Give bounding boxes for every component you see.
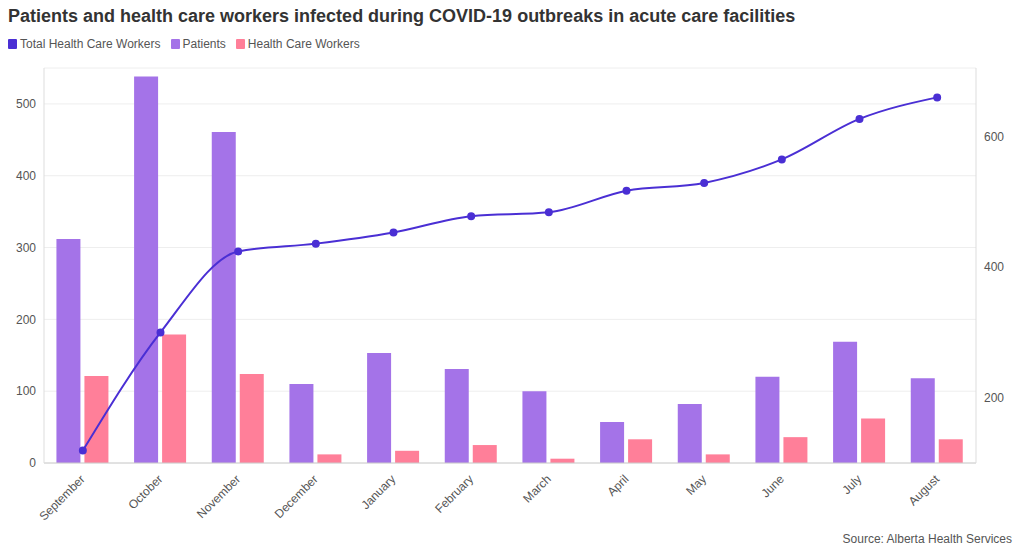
svg-text:June: June <box>758 472 787 501</box>
svg-text:April: April <box>605 472 632 499</box>
svg-text:December: December <box>272 472 321 521</box>
svg-text:100: 100 <box>16 384 36 398</box>
svg-text:September: September <box>36 472 87 523</box>
svg-text:February: February <box>432 472 476 516</box>
svg-text:May: May <box>683 472 709 498</box>
html-text:Patients and health care worke: Patients and health care workers infecte… <box>8 6 796 26</box>
svg-text:300: 300 <box>16 241 36 255</box>
svg-text:200: 200 <box>16 313 36 327</box>
svg-text:0: 0 <box>29 456 36 470</box>
html-text:Source: Alberta Health Service: Source: Alberta Health Services <box>842 532 1012 546</box>
svg-text:July: July <box>839 472 864 497</box>
svg-text:November: November <box>194 472 243 521</box>
svg-text:March: March <box>520 472 553 505</box>
html-text:Patients: Patients <box>182 37 226 51</box>
svg-text:600: 600 <box>984 130 1004 144</box>
html-text:Total Health Care Workers: Total Health Care Workers <box>20 37 161 51</box>
svg-text:400: 400 <box>984 260 1004 274</box>
svg-text:200: 200 <box>984 391 1004 405</box>
svg-text:January: January <box>358 472 398 512</box>
svg-text:400: 400 <box>16 169 36 183</box>
svg-text:500: 500 <box>16 97 36 111</box>
html-text:Health Care Workers: Health Care Workers <box>247 37 360 51</box>
svg-text:August: August <box>906 472 943 509</box>
svg-text:October: October <box>125 472 165 512</box>
